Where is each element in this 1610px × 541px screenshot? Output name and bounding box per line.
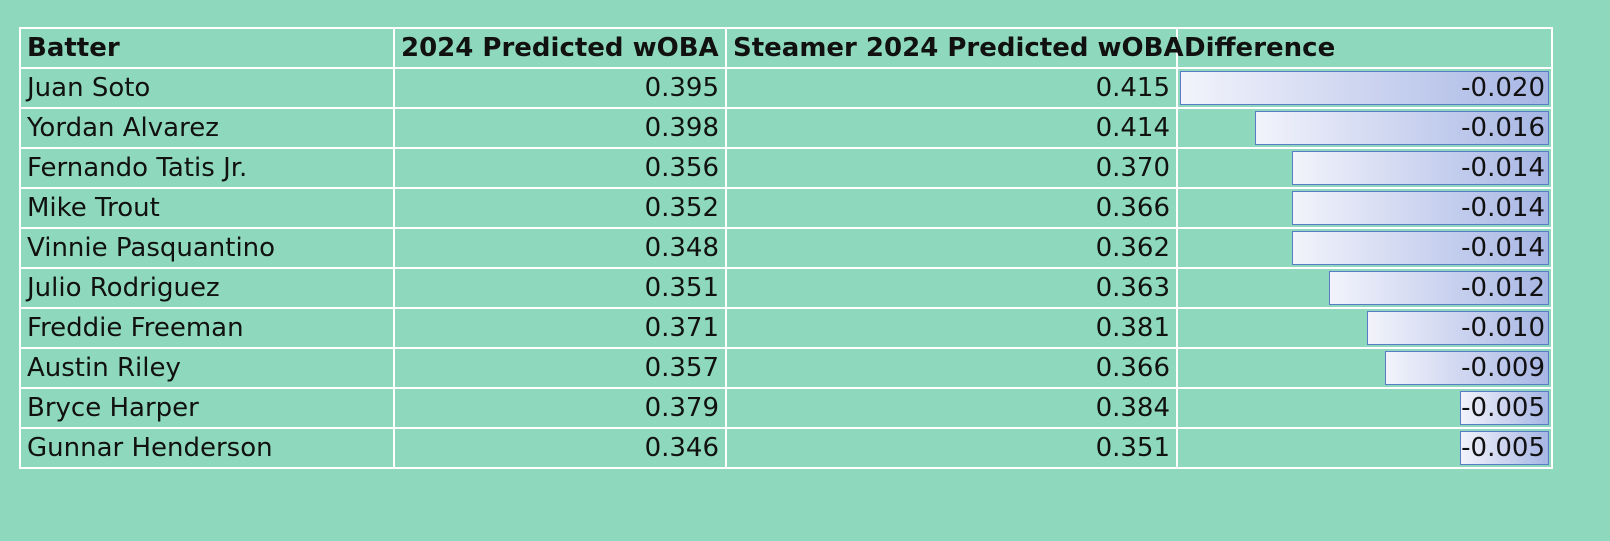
cell-text: -0.012	[1461, 273, 1545, 303]
header-row: Batter 2024 Predicted wOBA Steamer 2024 Pr…	[19, 27, 1553, 69]
woba-cell: 0.379	[393, 387, 727, 429]
batter-cell: Fernando Tatis Jr.	[19, 147, 395, 189]
difference-cell: -0.012	[1176, 267, 1553, 309]
woba-cell: 0.362	[725, 227, 1178, 269]
cell-text: -0.005	[1461, 433, 1545, 463]
data-bar	[1385, 351, 1549, 385]
table-row: Bryce Harper 0.379 0.384 -0.005	[19, 387, 1553, 429]
difference-cell: -0.005	[1176, 427, 1553, 469]
woba-cell: 0.371	[393, 307, 727, 349]
cell-text: -0.014	[1461, 153, 1545, 183]
woba-cell: 0.351	[725, 427, 1178, 469]
table-body: Juan Soto 0.395 0.415 -0.020 Yordan Alvarez 0…	[19, 67, 1553, 469]
difference-cell: -0.009	[1176, 347, 1553, 389]
woba-cell: 0.398	[393, 107, 727, 149]
woba-cell: 0.352	[393, 187, 727, 229]
cell-text: -0.010	[1461, 313, 1545, 343]
batter-cell: Vinnie Pasquantino	[19, 227, 395, 269]
table-row: Juan Soto 0.395 0.415 -0.020	[19, 67, 1553, 109]
table-row: Austin Riley 0.357 0.366 -0.009	[19, 347, 1553, 389]
data-bar	[1366, 311, 1549, 345]
table-row: Mike Trout 0.352 0.366 -0.014	[19, 187, 1553, 229]
woba-cell: 0.348	[393, 227, 727, 269]
table-row: Vinnie Pasquantino 0.348 0.362 -0.014	[19, 227, 1553, 269]
table-row: Julio Rodriguez 0.351 0.363 -0.012	[19, 267, 1553, 309]
woba-cell: 0.384	[725, 387, 1178, 429]
cell-text: -0.009	[1461, 353, 1545, 383]
cell-text: -0.016	[1461, 113, 1545, 143]
woba-cell: 0.363	[725, 267, 1178, 309]
batter-cell: Gunnar Henderson	[19, 427, 395, 469]
data-bar	[1291, 191, 1549, 225]
woba-cell: 0.366	[725, 187, 1178, 229]
header-cell: Batter	[19, 27, 395, 69]
batter-cell: Bryce Harper	[19, 387, 395, 429]
data-bar	[1291, 231, 1549, 265]
batter-cell: Juan Soto	[19, 67, 395, 109]
woba-cell: 0.351	[393, 267, 727, 309]
woba-cell: 0.415	[725, 67, 1178, 109]
table-row: Yordan Alvarez 0.398 0.414 -0.016	[19, 107, 1553, 149]
difference-cell: -0.010	[1176, 307, 1553, 349]
woba-cell: 0.346	[393, 427, 727, 469]
cell-text: -0.014	[1461, 193, 1545, 223]
difference-cell: -0.020	[1176, 67, 1553, 109]
data-bar	[1459, 431, 1549, 465]
data-table: Batter 2024 Predicted wOBA Steamer 2024 Pr…	[19, 27, 1553, 469]
woba-cell: 0.414	[725, 107, 1178, 149]
batter-cell: Julio Rodriguez	[19, 267, 395, 309]
table-row: Gunnar Henderson 0.346 0.351 -0.005	[19, 427, 1553, 469]
woba-cell: 0.356	[393, 147, 727, 189]
data-bar	[1180, 71, 1549, 105]
header-cell: 2024 Predicted wOBA	[393, 27, 727, 69]
data-bar	[1329, 271, 1549, 305]
table-row: Freddie Freeman 0.371 0.381 -0.010	[19, 307, 1553, 349]
data-bar	[1254, 111, 1549, 145]
batter-cell: Freddie Freeman	[19, 307, 395, 349]
woba-cell: 0.381	[725, 307, 1178, 349]
cell-text: -0.014	[1461, 233, 1545, 263]
woba-cell: 0.366	[725, 347, 1178, 389]
difference-cell: -0.014	[1176, 147, 1553, 189]
data-bar	[1459, 391, 1549, 425]
batter-cell: Mike Trout	[19, 187, 395, 229]
batter-cell: Yordan Alvarez	[19, 107, 395, 149]
difference-cell: -0.014	[1176, 227, 1553, 269]
woba-cell: 0.370	[725, 147, 1178, 189]
batter-cell: Austin Riley	[19, 347, 395, 389]
difference-cell: -0.016	[1176, 107, 1553, 149]
header-cell: Steamer 2024 Predicted wOBA	[725, 27, 1184, 69]
table-row: Fernando Tatis Jr. 0.356 0.370 -0.014	[19, 147, 1553, 189]
cell-text: -0.005	[1461, 393, 1545, 423]
woba-cell: 0.395	[393, 67, 727, 109]
cell-text: -0.020	[1461, 73, 1545, 103]
data-bar	[1291, 151, 1549, 185]
difference-cell: -0.014	[1176, 187, 1553, 229]
woba-cell: 0.357	[393, 347, 727, 389]
header-cell: Difference	[1176, 27, 1553, 69]
difference-cell: -0.005	[1176, 387, 1553, 429]
